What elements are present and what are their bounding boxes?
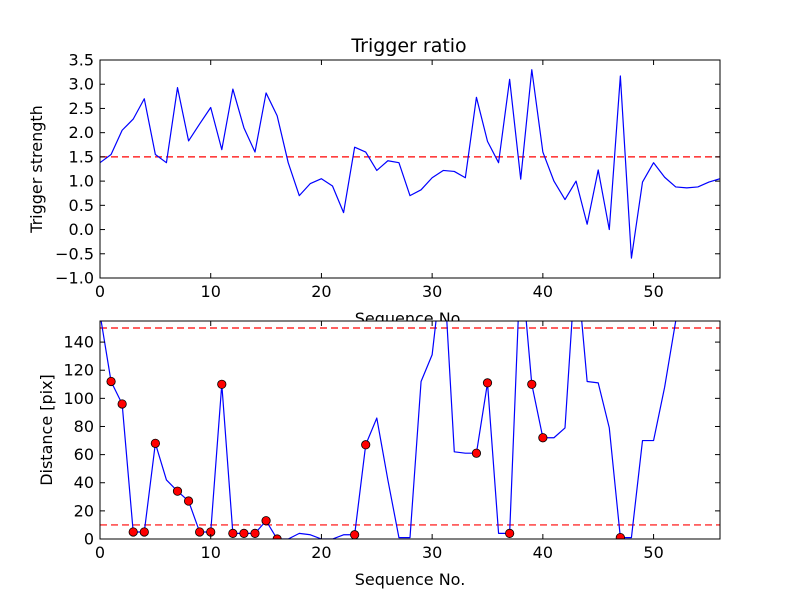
x-tick-label: 30 [422, 282, 442, 301]
x-tick-label: 40 [533, 282, 553, 301]
data-point [150, 438, 160, 448]
y-tick-label: 1.5 [69, 147, 94, 166]
data-point [361, 440, 371, 450]
data-point [128, 527, 138, 537]
series-line [100, 69, 720, 259]
x-tick-label: 50 [643, 282, 663, 301]
data-point [106, 376, 116, 387]
y-tick-label: −0.5 [55, 244, 94, 263]
data-point [217, 379, 227, 389]
plot-area [100, 60, 720, 278]
trigger-ratio-panel: Trigger ratio 0 10 20 30 40 50 −1.0 −0.5 0.0 0.5 1… [27, 35, 721, 328]
x-tick-label: 10 [201, 543, 221, 562]
y-tick-label: 60 [74, 445, 94, 464]
y-tick-label: 3.0 [69, 75, 94, 94]
y-tick-label: 100 [63, 389, 94, 408]
x-tick-label: 30 [422, 543, 442, 562]
x-tick-label: 50 [643, 543, 663, 562]
data-point [527, 379, 537, 389]
y-tick-label: 0 [84, 530, 94, 549]
x-tick-label: 20 [311, 543, 331, 562]
y-tick-label: 0.0 [69, 220, 94, 239]
plot-frame [99, 320, 721, 540]
x-tick-label: 40 [533, 543, 553, 562]
x-tick-label: 20 [311, 282, 331, 301]
data-point [117, 399, 127, 409]
x-tick-label: 0 [95, 543, 105, 562]
data-point [538, 433, 548, 443]
data-point [195, 527, 205, 537]
y-axis-label: Trigger strength [27, 105, 46, 234]
data-point [228, 528, 238, 538]
y-tick-label: 80 [74, 417, 94, 436]
data-point [250, 528, 260, 538]
data-point [183, 496, 194, 506]
data-point [172, 486, 183, 496]
y-tick-label: 40 [74, 473, 94, 492]
y-axis-label: Distance [pix] [37, 374, 56, 486]
plot-frame [99, 59, 721, 279]
data-point [139, 527, 149, 537]
data-point [350, 530, 360, 539]
x-axis-label: Sequence No. [355, 570, 466, 589]
data-point [615, 532, 625, 539]
data-point [505, 528, 515, 538]
x-tick-label: 10 [201, 282, 221, 301]
y-tick-label: −1.0 [55, 269, 94, 288]
data-point [261, 516, 271, 526]
y-tick-label: 120 [63, 361, 94, 380]
plot-area [100, 321, 720, 539]
y-tick-label: 1.0 [69, 172, 94, 191]
chart-title: Trigger ratio [350, 35, 466, 57]
x-tick-label: 0 [95, 282, 105, 301]
y-tick-label: 20 [74, 501, 94, 520]
y-tick-label: 2.0 [69, 123, 94, 142]
y-tick-label: 3.5 [69, 51, 94, 70]
y-tick-label: 140 [63, 333, 94, 352]
data-point [239, 528, 249, 538]
y-tick-label: 2.5 [69, 99, 94, 118]
distance-panel: 0 10 20 30 40 50 0 20 40 60 80 100 120 140 Sequence N… [37, 320, 721, 589]
data-point [482, 378, 493, 388]
data-point [471, 448, 482, 458]
y-tick-label: 0.5 [69, 196, 94, 215]
